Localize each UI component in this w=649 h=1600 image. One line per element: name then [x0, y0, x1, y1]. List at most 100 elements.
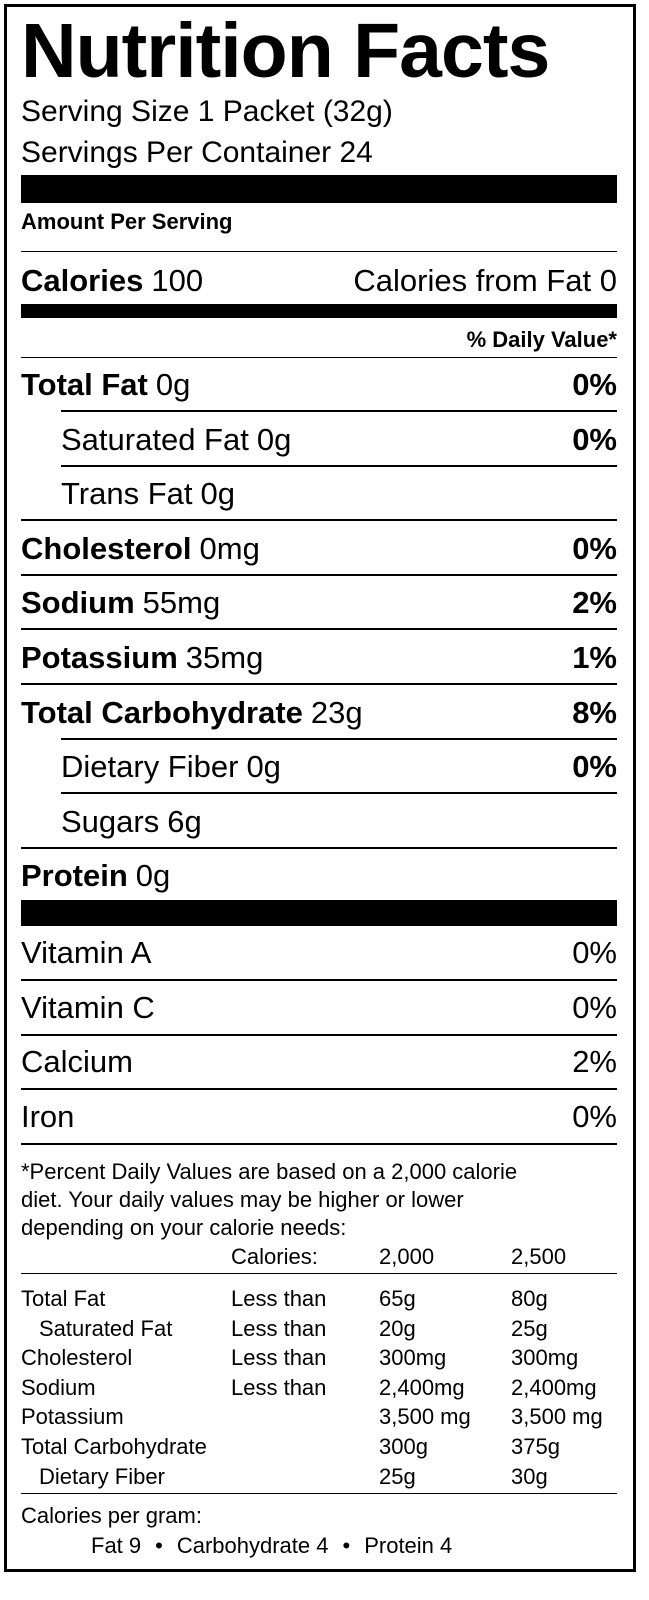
- calories-per-gram-items: Fat 9 • Carbohydrate 4 • Protein 4: [91, 1535, 452, 1557]
- ref-value: 300g: [379, 1434, 428, 1459]
- vitamin-dv: 0%: [572, 935, 617, 970]
- vitamin-dv: 2%: [572, 1044, 617, 1080]
- ref-value: 2,400mg: [379, 1374, 465, 1400]
- ref-header: 2,500: [511, 1244, 567, 1269]
- nutrient-name: Total Fat: [21, 367, 148, 402]
- calories-per-gram-item: Fat 9: [91, 1533, 142, 1558]
- bullet: •: [342, 1533, 351, 1558]
- daily-value-header: % Daily Value*: [466, 327, 617, 352]
- nutrient-dv: 8%: [572, 694, 617, 730]
- nutrient-name: Sodium: [21, 585, 135, 621]
- rule: [21, 573, 617, 576]
- bullet: •: [155, 1533, 163, 1558]
- thick-rule: [21, 175, 617, 203]
- nutrient-amount: 23g: [310, 694, 363, 730]
- rule: [21, 1493, 617, 1494]
- ref-value: 3,500 mg: [511, 1404, 603, 1430]
- footnote-line: *Percent Daily Values are based on a 2,0…: [21, 1159, 518, 1184]
- ref-value: 375g: [511, 1434, 560, 1459]
- nutrient-dv: 2%: [572, 585, 617, 621]
- ref-value: 25g: [511, 1315, 548, 1341]
- nutrient-amount: 6g: [167, 803, 202, 839]
- medium-rule: [21, 304, 617, 318]
- vitamin-name: Iron: [21, 1098, 75, 1134]
- rule: [21, 1033, 617, 1036]
- vitamin-dv: 0%: [572, 1098, 617, 1134]
- rule: [21, 519, 617, 522]
- ref-value: 80g: [511, 1286, 548, 1311]
- ref-name: Saturated Fat: [39, 1315, 173, 1341]
- serving-size: Serving Size 1 Packet (32g): [21, 95, 393, 128]
- ref-name: Total Carbohydrate: [21, 1434, 207, 1459]
- nutrient-name: Trans Fat: [61, 476, 193, 512]
- nutrient-name: Dietary Fiber: [61, 749, 239, 785]
- ref-value: 300mg: [511, 1345, 579, 1371]
- nutrient-row: Trans Fat 0g: [61, 478, 235, 509]
- ref-value: 30g: [511, 1463, 548, 1489]
- rule: [21, 1142, 617, 1145]
- calories-per-gram-item: Protein 4: [364, 1533, 453, 1558]
- calories-per-gram-label: Calories per gram:: [21, 1503, 202, 1528]
- nutrient-row: Potassium 35mg: [21, 642, 263, 673]
- nutrient-amount: 55mg: [142, 585, 221, 621]
- ref-qualifier: Less than: [231, 1345, 327, 1371]
- ref-name: Dietary Fiber: [39, 1463, 165, 1489]
- ref-value: 3,500 mg: [379, 1404, 471, 1430]
- calories-value: 100: [151, 263, 204, 298]
- rule: [61, 737, 617, 740]
- ref-value: 2,400mg: [511, 1374, 597, 1400]
- nutrient-amount: 35mg: [185, 640, 264, 675]
- amount-per-serving: Amount Per Serving: [21, 209, 233, 234]
- ref-value: 300mg: [379, 1345, 447, 1371]
- vitamin-name: Vitamin C: [21, 989, 155, 1025]
- nutrient-row: Protein 0g: [21, 860, 170, 891]
- ref-header: Calories:: [231, 1244, 318, 1269]
- nutrient-dv: 0%: [572, 421, 617, 457]
- nutrient-row: Cholesterol 0mg: [21, 533, 260, 564]
- vitamin-name: Calcium: [21, 1044, 133, 1080]
- ref-value: 25g: [379, 1463, 416, 1489]
- nutrient-name: Total Carbohydrate: [21, 694, 303, 730]
- ref-value: 20g: [379, 1315, 416, 1341]
- nutrient-row: Saturated Fat 0g: [61, 424, 291, 455]
- nutrient-row: Sugars 6g: [61, 806, 202, 837]
- ref-name: Sodium: [21, 1374, 96, 1400]
- rule: [21, 979, 617, 981]
- ref-name: Cholesterol: [21, 1345, 133, 1371]
- ref-value: 65g: [379, 1286, 416, 1311]
- rule: [61, 464, 617, 467]
- nutrient-dv: 0%: [572, 749, 617, 785]
- calories-from-fat: Calories from Fat 0: [353, 263, 617, 298]
- nutrient-name: Saturated Fat: [61, 421, 249, 457]
- nutrient-name: Sugars: [61, 803, 160, 839]
- nutrient-amount: 0g: [256, 421, 292, 457]
- calories-per-gram-item: Carbohydrate 4: [176, 1533, 329, 1558]
- nutrient-name: Potassium: [21, 640, 178, 675]
- nutrient-amount: 0g: [200, 476, 235, 512]
- nutrient-name: Cholesterol: [21, 530, 192, 566]
- vitamin-name: Vitamin A: [21, 935, 152, 970]
- rule: [21, 357, 617, 358]
- nutrient-name: Protein: [21, 858, 128, 894]
- ref-qualifier: Less than: [231, 1315, 327, 1341]
- calories-row: Calories 100: [21, 265, 203, 296]
- rule: [21, 251, 617, 252]
- title: Nutrition Facts: [21, 8, 550, 94]
- ref-qualifier: Less than: [231, 1286, 327, 1311]
- nutrient-amount: 0g: [246, 749, 281, 785]
- rule: [21, 683, 617, 685]
- nutrient-row: Sodium 55mg: [21, 587, 220, 618]
- nutrient-amount: 0g: [135, 858, 171, 894]
- ref-name: Potassium: [21, 1404, 124, 1430]
- servings-per-container: Servings Per Container 24: [21, 136, 373, 169]
- nutrient-row: Total Fat 0g: [21, 369, 190, 400]
- nutrient-dv: 0%: [572, 367, 617, 402]
- nutrition-label: Nutrition Facts Serving Size 1 Packet (3…: [4, 4, 636, 1572]
- nutrient-row: Total Carbohydrate 23g: [21, 697, 363, 728]
- nutrient-amount: 0mg: [199, 530, 260, 566]
- calories-label: Calories: [21, 263, 144, 298]
- ref-name: Total Fat: [21, 1286, 106, 1311]
- nutrient-row: Dietary Fiber 0g: [61, 751, 281, 782]
